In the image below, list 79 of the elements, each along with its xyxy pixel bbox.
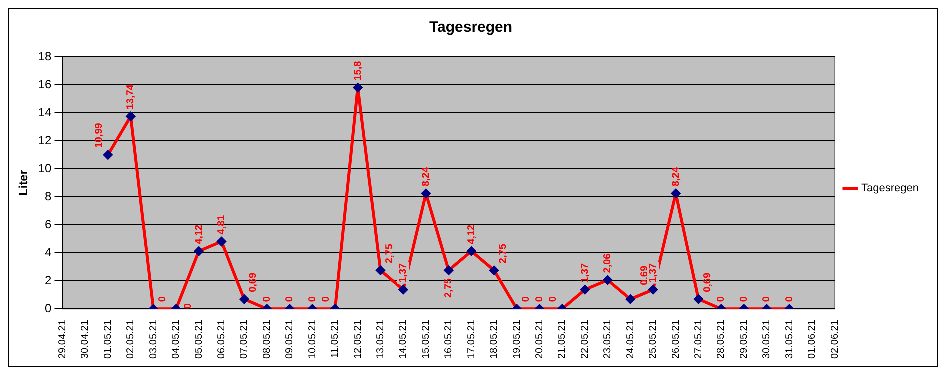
data-label: 0,69 (248, 272, 260, 292)
x-tick-label: 29.04.21 (58, 320, 68, 360)
x-tick-label: 08.05.21 (262, 320, 273, 360)
data-label: 2,75 (498, 244, 510, 264)
y-tick-label: 12 (38, 133, 52, 148)
x-tick-label: 22.05.21 (580, 320, 591, 360)
x-tick-label: 27.05.21 (693, 320, 704, 360)
y-tick-label: 10 (38, 161, 52, 176)
x-tick-label: 30.05.21 (762, 320, 773, 360)
x-tick-label: 21.05.21 (557, 320, 568, 360)
data-label: 1,37 (648, 262, 660, 283)
data-label: 0 (738, 296, 750, 302)
data-label: 0 (784, 296, 796, 302)
x-tick-label: 13.05.21 (375, 320, 386, 360)
data-label: 2,06 (602, 253, 614, 274)
x-tick-label: 29.05.21 (738, 320, 750, 360)
data-label: 1,37 (580, 262, 591, 283)
y-axis-title: Liter (16, 170, 31, 196)
x-tick-label: 23.05.21 (602, 320, 614, 360)
x-tick-label: 15.05.21 (420, 320, 432, 360)
data-label: 8,24 (670, 166, 682, 187)
y-tick-label: 16 (38, 77, 52, 92)
data-label: 4,12 (194, 224, 205, 244)
y-tick-label: 6 (45, 217, 52, 232)
legend-label: Tagesregen (862, 182, 920, 195)
x-tick-label: 11.05.21 (330, 320, 342, 358)
data-label: 4,81 (216, 214, 228, 235)
data-label: 4,12 (466, 224, 478, 244)
data-label: 15,8 (352, 60, 364, 81)
data-label: 0 (262, 296, 273, 302)
x-tick-label: 01.05.21 (102, 320, 114, 360)
x-tick-label: 05.05.21 (194, 320, 205, 360)
y-tick-label: 14 (38, 105, 52, 120)
data-label: 2,75 (444, 278, 455, 298)
x-tick-label: 26.05.21 (670, 320, 682, 360)
chart-title: Tagesregen (429, 19, 513, 36)
data-label: 0 (520, 296, 532, 302)
x-tick-label: 06.05.21 (216, 320, 228, 360)
x-tick-label: 07.05.21 (239, 320, 250, 360)
data-label: 8,24 (420, 166, 432, 187)
data-label: 0 (183, 303, 194, 310)
data-label: 0 (534, 296, 546, 302)
y-tick-label: 2 (45, 273, 52, 288)
x-tick-label: 03.05.21 (148, 320, 160, 360)
y-tick-label: 18 (38, 49, 52, 64)
y-tick-label: 8 (45, 189, 52, 204)
data-label: 0 (157, 296, 168, 302)
data-label: 0 (548, 296, 560, 302)
data-label: 13,74 (126, 84, 137, 110)
x-tick-label: 24.05.21 (625, 320, 636, 360)
data-label: 10,99 (94, 122, 105, 148)
x-tick-label: 18.05.21 (489, 320, 500, 360)
data-label: 1,37 (398, 262, 410, 283)
x-tick-label: 02.05.21 (126, 320, 137, 360)
data-label: 0 (307, 296, 318, 302)
data-label: 0 (716, 296, 728, 302)
data-label: 0 (284, 296, 296, 302)
data-label: 0,69 (639, 266, 650, 286)
y-tick-label: 0 (45, 301, 52, 316)
x-tick-label: 28.05.21 (716, 320, 728, 360)
x-tick-label: 19.05.21 (512, 320, 523, 360)
x-tick-label: 14.05.21 (398, 320, 410, 360)
data-label: 0 (321, 296, 332, 302)
data-label: 0,69 (702, 272, 714, 292)
x-tick-label: 30.04.21 (80, 320, 92, 360)
x-tick-label: 09.05.21 (284, 320, 296, 360)
x-tick-label: 17.05.21 (466, 320, 478, 360)
y-tick-label: 4 (45, 245, 52, 260)
x-tick-label: 01.06.21 (807, 320, 818, 360)
data-label: 0 (762, 296, 773, 302)
x-tick-label: 31.05.21 (784, 320, 796, 360)
x-tick-label: 20.05.21 (534, 320, 546, 360)
x-tick-label: 04.05.21 (171, 320, 182, 360)
x-tick-label: 02.06.21 (830, 320, 841, 360)
x-tick-label: 16.05.21 (444, 320, 455, 360)
x-tick-label: 10.05.21 (307, 320, 318, 360)
x-tick-label: 25.05.21 (648, 320, 660, 360)
x-tick-label: 12.05.21 (352, 320, 364, 360)
data-label: 2,75 (384, 244, 396, 264)
